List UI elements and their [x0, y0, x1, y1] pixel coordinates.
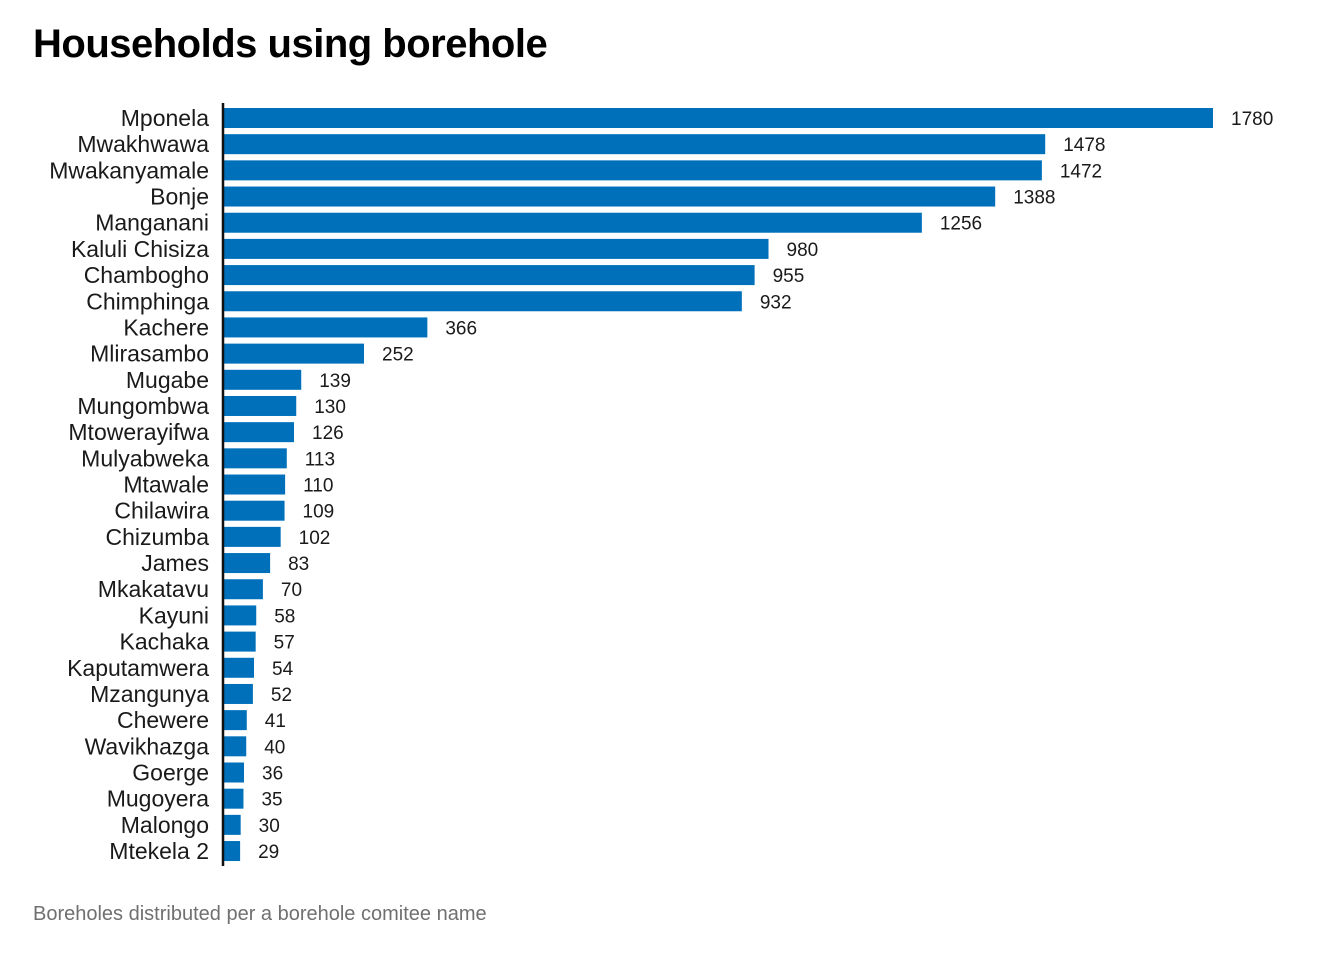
value-label: 980 — [787, 240, 819, 261]
category-label: Mtawale — [123, 472, 209, 498]
bar-mugabe — [224, 369, 302, 390]
category-label: Mugoyera — [107, 786, 209, 812]
category-label: Kachaka — [119, 629, 209, 655]
value-label: 1388 — [1013, 188, 1055, 209]
bar-mtekela-2 — [224, 841, 241, 862]
bar-kaluli-chisiza — [224, 238, 769, 259]
category-label: Chewere — [117, 707, 209, 733]
value-label: 130 — [314, 397, 346, 418]
category-label: Mwakhwawa — [77, 131, 209, 157]
category-label: Manganani — [95, 210, 209, 236]
bar-mtowerayifwa — [224, 422, 295, 443]
category-label: Chimphinga — [86, 288, 209, 314]
category-label: Mtekela 2 — [109, 838, 209, 864]
category-label: Mkakatavu — [98, 576, 209, 602]
bar-goerge — [224, 762, 244, 783]
bar-chimphinga — [224, 291, 742, 312]
value-label: 110 — [303, 476, 333, 497]
value-label: 30 — [259, 816, 280, 837]
bar-bonje — [224, 186, 996, 207]
bar-wavikhazga — [224, 736, 247, 757]
bars-group — [224, 108, 1213, 862]
category-label: Bonje — [150, 184, 209, 210]
value-label: 1472 — [1060, 161, 1102, 182]
value-label: 52 — [271, 685, 292, 706]
value-label: 35 — [261, 790, 282, 811]
bar-mulyabweka — [224, 448, 287, 469]
bar-chambogho — [224, 265, 755, 286]
value-label: 41 — [265, 711, 286, 732]
category-label: James — [141, 550, 209, 576]
category-labels-group: MponelaMwakhwawaMwakanyamaleBonjeMangana… — [49, 105, 209, 864]
category-label: Mungombwa — [77, 393, 209, 419]
value-label: 1780 — [1231, 109, 1273, 130]
bar-mwakhwawa — [224, 134, 1046, 155]
category-label: Mulyabweka — [81, 445, 209, 471]
category-label: Mwakanyamale — [49, 157, 209, 183]
value-label: 955 — [773, 266, 805, 287]
value-label: 70 — [281, 580, 302, 601]
value-label: 113 — [305, 449, 335, 470]
bar-kaputamwera — [224, 657, 254, 678]
bar-malongo — [224, 814, 241, 835]
bar-mungombwa — [224, 395, 297, 416]
category-label: Malongo — [121, 812, 209, 838]
value-label: 57 — [274, 633, 295, 654]
bar-mugoyera — [224, 788, 244, 809]
value-label: 126 — [312, 423, 344, 444]
bar-mkakatavu — [224, 579, 263, 600]
bar-kachere — [224, 317, 428, 338]
category-label: Mugabe — [126, 367, 209, 393]
value-label: 366 — [445, 318, 477, 339]
bar-chilawira — [224, 500, 285, 521]
category-label: Mzangunya — [90, 681, 209, 707]
value-label: 932 — [760, 292, 792, 313]
category-label: Goerge — [132, 760, 209, 786]
bar-mzangunya — [224, 683, 253, 704]
category-label: Kaputamwera — [67, 655, 209, 681]
category-label: Mtowerayifwa — [68, 419, 209, 445]
category-label: Mponela — [121, 105, 209, 131]
category-label: Kachere — [123, 314, 209, 340]
bar-mponela — [224, 108, 1213, 128]
bar-kachaka — [224, 631, 256, 652]
bar-chizumba — [224, 526, 281, 547]
value-label: 139 — [319, 371, 351, 392]
bar-mlirasambo — [224, 343, 365, 364]
value-label: 58 — [274, 606, 295, 627]
category-label: Chambogho — [84, 262, 209, 288]
category-label: Mlirasambo — [90, 341, 209, 367]
bar-kayuni — [224, 605, 257, 626]
value-label: 83 — [288, 554, 309, 575]
value-label: 54 — [272, 659, 294, 680]
value-label: 40 — [264, 737, 285, 758]
bar-james — [224, 553, 271, 574]
category-label: Chizumba — [105, 524, 209, 550]
bar-mwakanyamale — [224, 160, 1042, 181]
category-label: Wavikhazga — [85, 733, 210, 759]
value-label: 29 — [258, 842, 279, 863]
value-label: 1256 — [940, 214, 982, 235]
value-label: 109 — [303, 502, 335, 523]
value-label: 36 — [262, 764, 283, 785]
bar-mtawale — [224, 474, 286, 495]
bar-chewere — [224, 710, 247, 731]
chart-title: Households using borehole — [33, 22, 548, 66]
value-label: 1478 — [1063, 135, 1105, 156]
bar-manganani — [224, 212, 922, 233]
value-label: 102 — [299, 528, 331, 549]
chart-caption: Boreholes distributed per a borehole com… — [33, 903, 487, 925]
value-label: 252 — [382, 345, 414, 366]
category-label: Kaluli Chisiza — [71, 236, 209, 262]
category-label: Chilawira — [114, 498, 209, 524]
category-label: Kayuni — [139, 602, 209, 628]
